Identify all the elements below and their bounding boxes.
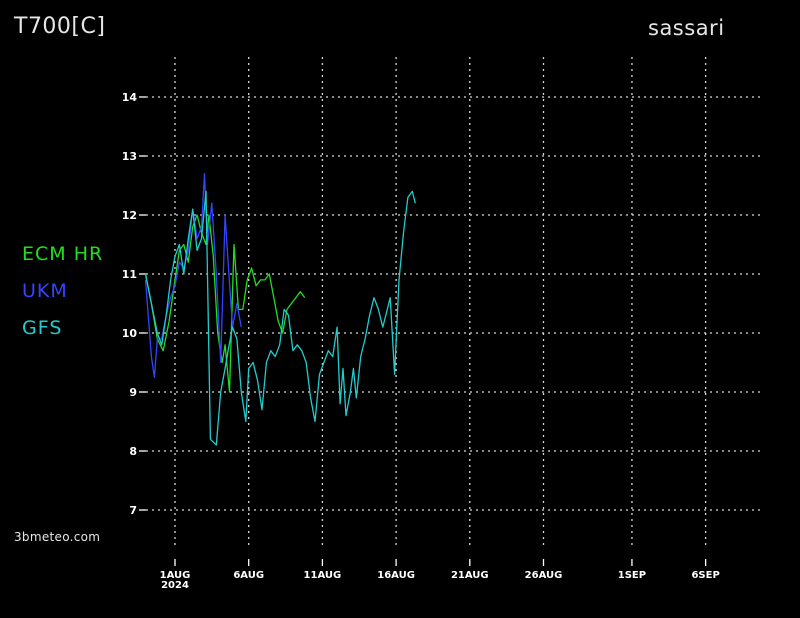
y-tick-label: 13 (122, 150, 137, 163)
series-line-gfs (144, 190, 416, 446)
y-tick-label: 12 (122, 209, 137, 222)
watermark: 3bmeteo.com (14, 530, 101, 544)
legend-ukm: UKM (22, 280, 68, 302)
chart-title: T700[C] (14, 14, 106, 39)
location-name: sassari (648, 16, 725, 40)
x-tick-label: 11AUG (304, 570, 342, 581)
y-tick-label: 8 (129, 445, 137, 458)
legend-ecm-hr: ECM HR (22, 243, 104, 265)
y-axis: 7 8 9 10 11 12 13 14 (122, 91, 146, 517)
series-line-ecm-hr (144, 214, 306, 393)
gridlines (146, 57, 762, 549)
series-lines (144, 173, 416, 446)
y-tick-label: 10 (122, 327, 138, 340)
x-tick-label: 1AUG (160, 570, 191, 581)
x-tick-label: 6AUG (233, 570, 264, 581)
y-tick-label: 9 (129, 386, 137, 399)
y-tick-label: 7 (129, 504, 137, 517)
y-tick-label: 11 (122, 268, 137, 281)
x-tick-label: 16AUG (377, 570, 415, 581)
x-tick-label: 26AUG (525, 570, 563, 581)
y-tick-label: 14 (122, 91, 138, 104)
x-tick-label: 1SEP (618, 570, 646, 581)
x-tick-label: 21AUG (451, 570, 489, 581)
x-tick-label: 6SEP (691, 570, 719, 581)
series-line-ukm (144, 173, 242, 378)
legend-gfs: GFS (22, 317, 63, 339)
x-tick-year-label: 2024 (161, 580, 189, 591)
